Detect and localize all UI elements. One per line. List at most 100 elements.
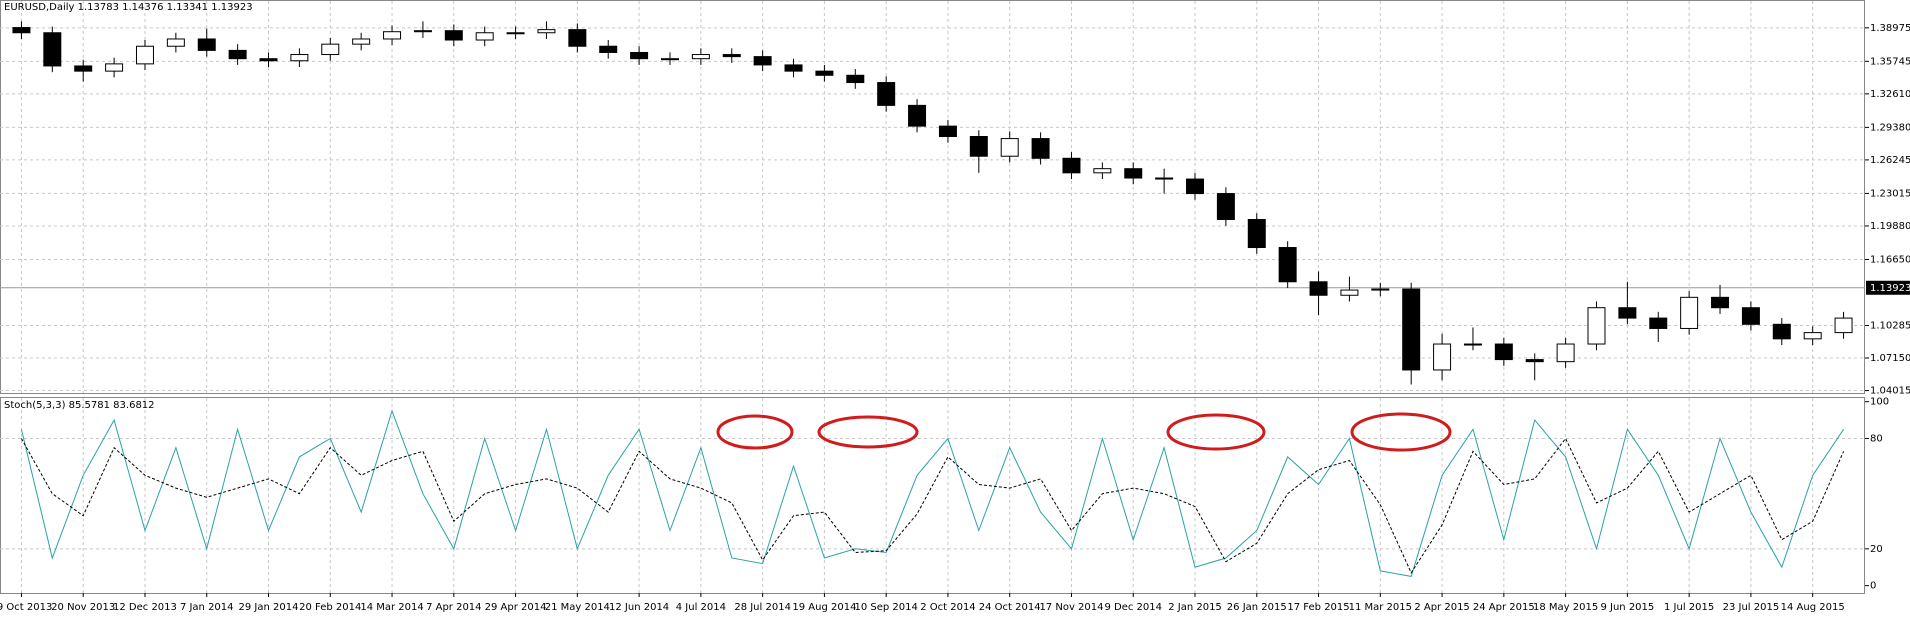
stoch-title: Stoch(5,3,3) 85.5781 83.6812 bbox=[4, 400, 155, 411]
x-tick-label: 26 Jan 2015 bbox=[1227, 602, 1287, 613]
x-tick-label: 9 Dec 2014 bbox=[1104, 602, 1162, 613]
price-title: EURUSD,Daily 1.13783 1.14376 1.13341 1.1… bbox=[4, 2, 253, 13]
y-tick-label: 1.10285 bbox=[1870, 321, 1910, 332]
candle-body bbox=[1031, 138, 1050, 159]
x-tick-label: 10 Sep 2014 bbox=[854, 602, 917, 613]
x-tick-label: 2 Jan 2015 bbox=[1168, 602, 1222, 613]
x-tick-label: 11 Mar 2015 bbox=[1349, 602, 1412, 613]
candle-body bbox=[1803, 332, 1822, 340]
highlight-ellipse bbox=[716, 414, 794, 450]
last-price-box bbox=[1866, 280, 1910, 295]
candle-body bbox=[135, 45, 154, 65]
x-tick-label: 7 Jan 2014 bbox=[180, 602, 234, 613]
x-tick-label: 12 Jun 2014 bbox=[609, 602, 669, 613]
y-tick-label: 1.26245 bbox=[1870, 155, 1910, 166]
candle-body bbox=[1525, 359, 1544, 363]
x-tick-label: 4 Jul 2014 bbox=[676, 602, 726, 613]
highlight-ellipse bbox=[1166, 413, 1266, 451]
candle-body bbox=[352, 38, 371, 45]
x-tick-label: 2 Apr 2015 bbox=[1414, 602, 1469, 613]
candle-body bbox=[1680, 296, 1699, 329]
candle-body bbox=[1247, 219, 1266, 249]
x-tick-label: 28 Jul 2014 bbox=[734, 602, 791, 613]
stoch-line bbox=[20, 409, 1845, 577]
x-tick-label: 23 Jul 2015 bbox=[1723, 602, 1780, 613]
x-tick-label: 1 Jul 2015 bbox=[1664, 602, 1714, 613]
x-tick-label: 21 May 2014 bbox=[545, 602, 610, 613]
candle-body bbox=[599, 45, 618, 53]
candle-body bbox=[475, 32, 494, 41]
candle-body bbox=[1834, 317, 1853, 334]
y-tick-label: 80 bbox=[1870, 433, 1883, 444]
candle-body bbox=[1741, 307, 1760, 325]
candle-body bbox=[691, 54, 710, 60]
x-tick-label: 12 Dec 2013 bbox=[113, 602, 177, 613]
candle-body bbox=[1093, 168, 1112, 174]
candle-body bbox=[1402, 288, 1421, 371]
candle-body bbox=[1124, 168, 1143, 179]
candle-body bbox=[630, 51, 649, 60]
y-tick-label: 1.35745 bbox=[1870, 56, 1910, 67]
candle-body bbox=[568, 29, 587, 47]
candle-body bbox=[877, 82, 896, 106]
x-tick-label: 29 Jan 2014 bbox=[239, 602, 299, 613]
candle-body bbox=[43, 32, 62, 67]
candle-body bbox=[1062, 157, 1081, 174]
candle-body bbox=[1000, 138, 1019, 157]
price-panel-frame bbox=[0, 0, 1865, 394]
candle-body bbox=[444, 30, 463, 41]
y-tick-label: 100 bbox=[1870, 397, 1889, 408]
candle-body bbox=[1463, 343, 1482, 346]
candle-body bbox=[228, 49, 247, 60]
candle-body bbox=[1186, 178, 1205, 195]
candle-body bbox=[1556, 343, 1575, 363]
candle-body bbox=[259, 58, 278, 62]
candle-body bbox=[722, 54, 741, 58]
candle-body bbox=[753, 56, 772, 66]
y-tick-label: 1.32610 bbox=[1870, 89, 1910, 100]
candle-body bbox=[1494, 343, 1513, 361]
candle-body bbox=[166, 38, 185, 47]
x-tick-label: 14 Mar 2014 bbox=[360, 602, 423, 613]
y-tick-label: 1.19880 bbox=[1870, 221, 1910, 232]
candle-body bbox=[908, 104, 927, 127]
candle-body bbox=[784, 64, 803, 72]
x-tick-label: 14 Aug 2015 bbox=[1781, 602, 1845, 613]
x-tick-label: 20 Feb 2014 bbox=[299, 602, 361, 613]
y-tick-label: 1.16650 bbox=[1870, 254, 1910, 265]
y-tick-label: 1.38975 bbox=[1870, 23, 1910, 34]
x-tick-label: 29 Apr 2014 bbox=[485, 602, 547, 613]
candle-body bbox=[12, 27, 31, 34]
candle-body bbox=[413, 30, 432, 33]
x-tick-label: 29 Oct 2013 bbox=[0, 602, 52, 613]
highlight-ellipse bbox=[817, 415, 919, 449]
candle-body bbox=[660, 58, 679, 61]
highlight-ellipse bbox=[1350, 412, 1452, 452]
candle-body bbox=[1649, 317, 1668, 329]
y-tick-label: 1.07150 bbox=[1870, 353, 1910, 364]
candle-body bbox=[105, 63, 124, 72]
x-tick-label: 2 Oct 2014 bbox=[920, 602, 975, 613]
x-tick-label: 19 Aug 2014 bbox=[792, 602, 856, 613]
x-tick-label: 24 Apr 2015 bbox=[1473, 602, 1535, 613]
x-tick-label: 9 Jun 2015 bbox=[1600, 602, 1654, 613]
stoch-line bbox=[20, 437, 1845, 574]
x-tick-label: 24 Oct 2014 bbox=[979, 602, 1041, 613]
candle-body bbox=[506, 32, 525, 35]
y-tick-label: 20 bbox=[1870, 544, 1883, 555]
x-tick-label: 18 May 2015 bbox=[1533, 602, 1598, 613]
x-tick-label: 20 Nov 2013 bbox=[51, 602, 115, 613]
candle-body bbox=[1618, 307, 1637, 319]
x-tick-label: 7 Apr 2014 bbox=[426, 602, 481, 613]
x-tick-label: 17 Nov 2014 bbox=[1039, 602, 1103, 613]
candle-body bbox=[290, 54, 309, 62]
candle-body bbox=[1587, 307, 1606, 345]
candle-body bbox=[74, 65, 93, 72]
y-tick-label: 1.23015 bbox=[1870, 188, 1910, 199]
candle-body bbox=[1371, 288, 1390, 291]
candle-body bbox=[846, 74, 865, 84]
candle-body bbox=[1309, 281, 1328, 296]
candle-body bbox=[197, 38, 216, 51]
